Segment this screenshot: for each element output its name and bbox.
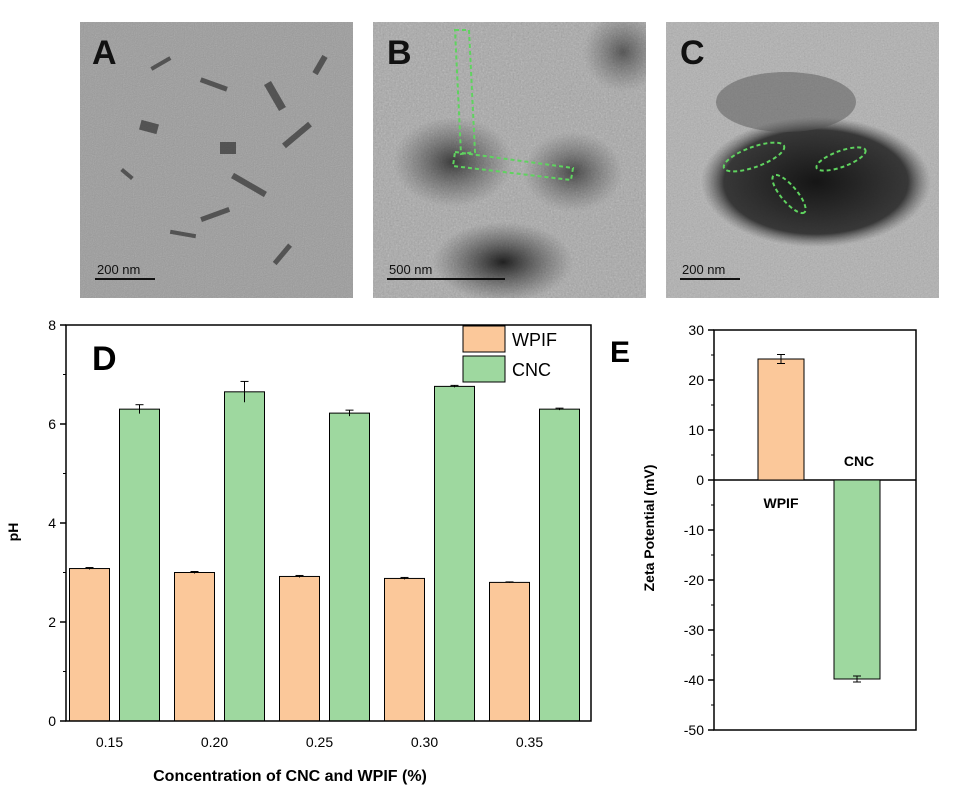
legend-swatch-wpif <box>462 325 506 353</box>
ph-bar-cnc <box>434 385 475 722</box>
ph-x-tick-label: 0.15 <box>96 734 123 750</box>
zeta-plot-area: 30 20 10 0 -10 -20 -30 -40 -50 WPIF CNC <box>684 322 917 738</box>
zeta-category-label: WPIF <box>764 495 799 511</box>
zeta-bar-wpif <box>757 358 805 481</box>
zeta-y-tick-label: -30 <box>684 622 704 638</box>
ph-bar-cnc <box>329 412 370 722</box>
legend-label-wpif: WPIF <box>512 330 557 350</box>
cnc-annotation-b <box>451 29 575 182</box>
scale-label-b: 500 nm <box>389 262 432 277</box>
zeta-y-tick-label: -50 <box>684 722 704 738</box>
ph-x-tick-label: 0.20 <box>201 734 228 750</box>
ph-y-tick-label: 6 <box>48 416 56 432</box>
scale-label-a: 200 nm <box>97 262 140 277</box>
ph-bar-wpif <box>384 577 425 722</box>
ph-plot-area: 0 2 4 6 8 0.15 0.20 0.25 0.30 0.35 WPIF CNC <box>48 317 592 750</box>
legend-label-cnc: CNC <box>512 360 551 380</box>
ph-bar-wpif <box>489 581 530 722</box>
zeta-y-tick-label: -10 <box>684 522 704 538</box>
zeta-y-tick-label: 10 <box>688 422 704 438</box>
ph-x-tick-label: 0.35 <box>516 734 543 750</box>
scale-bar-c <box>680 278 740 280</box>
tem-image-b: B 500 nm <box>373 22 646 298</box>
panel-letter-b: B <box>387 34 412 72</box>
zeta-y-tick-label: 30 <box>688 322 704 338</box>
ph-x-axis-label: Concentration of CNC and WPIF (%) <box>153 768 427 785</box>
ph-x-tick-label: 0.25 <box>306 734 333 750</box>
zeta-y-tick-label: 20 <box>688 372 704 388</box>
tem-image-c: C 200 nm <box>666 22 939 298</box>
ph-y-tick-label: 0 <box>48 713 56 729</box>
scale-bar-a <box>95 278 155 280</box>
zeta-y-tick-label: 0 <box>696 472 704 488</box>
ph-bar-wpif <box>279 575 320 722</box>
ph-bar-wpif <box>174 572 215 722</box>
zeta-axes-frame <box>713 329 917 731</box>
ph-bar-cnc <box>224 391 265 722</box>
ph-x-tick-label: 0.30 <box>411 734 438 750</box>
zeta-y-axis-label: Zeta Potential (mV) <box>641 465 657 592</box>
ph-bar-cnc <box>539 408 580 722</box>
zeta-bar-cnc <box>833 479 881 680</box>
ph-y-axis-label: pH <box>5 523 21 542</box>
ph-bar-cnc <box>119 408 160 722</box>
zeta-y-tick-label: -20 <box>684 572 704 588</box>
ph-axes-frame <box>65 324 592 722</box>
ph-bar-chart: D 0 2 4 6 8 0.15 0.20 0.25 0.30 0.35 WPIF CNC pH Co… <box>5 317 592 785</box>
ph-y-tick-label: 4 <box>48 515 56 531</box>
cnc-annotation-c <box>722 141 867 215</box>
zeta-category-label: CNC <box>844 453 874 469</box>
ph-bar-wpif <box>69 568 110 722</box>
legend-swatch-cnc <box>462 355 506 383</box>
scale-label-c: 200 nm <box>682 262 725 277</box>
panel-letter-d: D <box>92 340 117 378</box>
ph-y-tick-label: 2 <box>48 614 56 630</box>
panel-letter-c: C <box>680 34 705 72</box>
scale-bar-b <box>387 278 505 280</box>
panel-letter-a: A <box>92 34 117 72</box>
panel-letter-e: E <box>610 336 630 369</box>
zeta-y-tick-label: -40 <box>684 672 704 688</box>
tem-image-a: A 200 nm <box>80 22 353 298</box>
nanocrystal-particles <box>120 54 328 266</box>
ph-y-tick-label: 8 <box>48 317 56 333</box>
